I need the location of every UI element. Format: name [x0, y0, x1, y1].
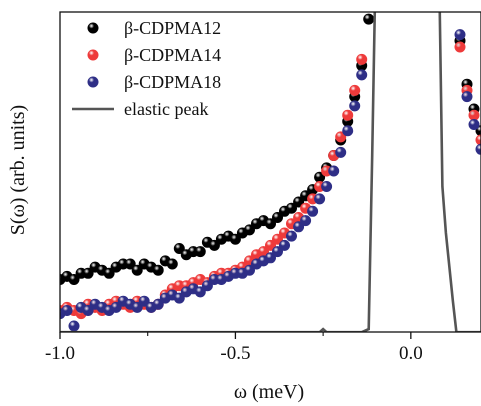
- data-point: [468, 119, 480, 131]
- data-point: [349, 100, 361, 112]
- x-tick-label: 0.0: [399, 343, 423, 364]
- data-point: [138, 295, 150, 307]
- data-point: [201, 280, 213, 292]
- elastic-peak-line: [60, 12, 481, 332]
- data-point: [124, 258, 136, 270]
- data-point: [194, 286, 206, 298]
- legend: β-CDPMA12 β-CDPMA14 β-CDPMA18 elastic peak: [72, 18, 221, 119]
- data-point: [321, 181, 333, 193]
- legend-marker: [87, 22, 99, 34]
- data-point: [475, 134, 481, 146]
- plot-frame: [59, 11, 481, 333]
- data-point: [103, 267, 115, 279]
- data-point: [264, 218, 276, 230]
- data-point: [293, 196, 305, 208]
- data-point: [173, 243, 185, 255]
- series-elastic-peak: [60, 12, 481, 332]
- data-point: [152, 264, 164, 276]
- legend-label: β-CDPMA18: [124, 72, 221, 92]
- data-point: [244, 224, 256, 236]
- x-tick-label: -0.5: [220, 343, 250, 364]
- data-point: [475, 143, 481, 155]
- data-point: [244, 264, 256, 276]
- legend-label: elastic peak: [124, 99, 208, 119]
- series-cdpma14: [60, 41, 481, 320]
- data-point: [82, 304, 94, 316]
- legend-item-cdpma12: β-CDPMA12: [87, 18, 221, 38]
- data-point: [61, 304, 73, 316]
- data-point: [468, 109, 480, 121]
- data-point: [82, 267, 94, 279]
- legend-item-cdpma14: β-CDPMA14: [87, 45, 221, 65]
- data-point: [285, 230, 297, 242]
- data-point: [342, 109, 354, 121]
- data-point: [152, 298, 164, 310]
- legend-label: β-CDPMA12: [124, 18, 221, 38]
- data-point: [300, 215, 312, 227]
- data-point: [110, 301, 122, 313]
- data-point: [271, 233, 283, 245]
- data-point: [264, 252, 276, 264]
- series-cdpma18: [60, 29, 481, 332]
- data-point: [173, 292, 185, 304]
- data-point: [328, 165, 340, 177]
- data-point: [356, 69, 368, 81]
- plot-area: [60, 12, 481, 332]
- data-point: [208, 239, 220, 251]
- y-axis-title: S(ω) (arb. units): [7, 105, 29, 235]
- data-point: [356, 53, 368, 65]
- data-point: [293, 221, 305, 233]
- data-point: [314, 193, 326, 205]
- legend-item-elastic-peak: elastic peak: [72, 99, 208, 119]
- data-point: [166, 258, 178, 270]
- data-point: [363, 13, 375, 25]
- legend-label: β-CDPMA14: [124, 45, 221, 65]
- data-point: [271, 246, 283, 258]
- data-point: [229, 233, 241, 245]
- data-point: [194, 246, 206, 258]
- data-point: [68, 320, 80, 332]
- data-point: [307, 205, 319, 217]
- x-tick-label: -1.0: [45, 343, 75, 364]
- data-point: [131, 301, 143, 313]
- data-point: [264, 239, 276, 251]
- data-point: [271, 212, 283, 224]
- data-point: [454, 41, 466, 53]
- data-point: [285, 202, 297, 214]
- data-point: [461, 91, 473, 103]
- data-point: [335, 131, 347, 143]
- data-point: [68, 273, 80, 285]
- axes: -1.0 -0.5 0.0: [45, 11, 481, 364]
- data-point: [454, 29, 466, 41]
- legend-marker: [87, 49, 99, 61]
- data-point: [131, 264, 143, 276]
- data-point: [349, 84, 361, 96]
- data-point: [278, 239, 290, 251]
- legend-marker: [87, 76, 99, 88]
- legend-item-cdpma18: β-CDPMA18: [87, 72, 221, 92]
- data-point: [342, 125, 354, 137]
- data-point: [335, 146, 347, 158]
- x-axis-title: ω (meV): [234, 381, 304, 403]
